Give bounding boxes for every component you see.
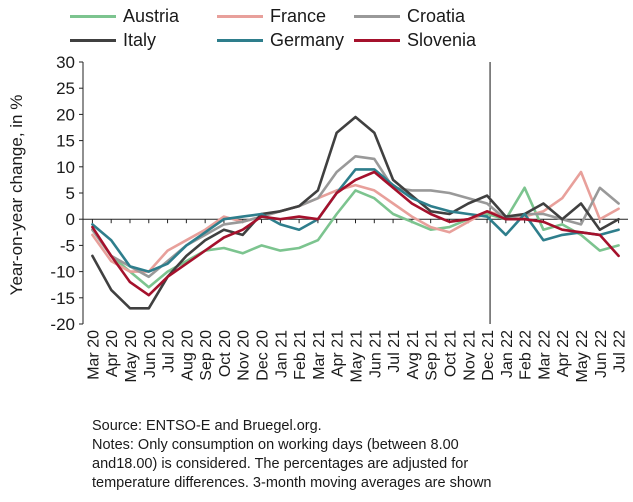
y-tick-label: 0 bbox=[66, 210, 75, 229]
x-tick-label: Jun 22 bbox=[593, 330, 610, 378]
x-tick-label: Feb 21 bbox=[292, 330, 309, 380]
notes-line-1: Notes: Only consumption on working days … bbox=[92, 437, 459, 453]
legend-swatch-slovenia bbox=[354, 38, 400, 42]
x-tick-label: May 22 bbox=[574, 330, 591, 383]
x-tick-label: Avg 21 bbox=[405, 330, 422, 380]
chart-notes: Source: ENTSO-E and Bruegel.org. Notes: … bbox=[92, 417, 627, 493]
y-tick-label: -20 bbox=[50, 315, 75, 334]
x-tick-label: Jul 20 bbox=[161, 330, 178, 373]
x-tick-label: May 20 bbox=[123, 330, 140, 383]
y-tick-label: 30 bbox=[56, 53, 75, 72]
legend-swatch-germany bbox=[217, 38, 263, 42]
legend-label-slovenia: Slovenia bbox=[407, 30, 477, 50]
legend: Austria France Croatia Italy Germany Slo… bbox=[0, 0, 633, 60]
legend-swatch-italy bbox=[70, 38, 116, 42]
x-tick-label: Nov 21 bbox=[461, 330, 478, 381]
x-tick-label: Jul 22 bbox=[612, 330, 629, 373]
legend-swatch-croatia bbox=[354, 14, 400, 18]
series-line-slovenia bbox=[91, 170, 620, 297]
x-tick-label: Oct 21 bbox=[442, 330, 459, 377]
source-note: Source: ENTSO-E and Bruegel.org. bbox=[92, 418, 322, 434]
legend-item-germany: Germany bbox=[217, 27, 344, 53]
y-tick-label: 20 bbox=[56, 105, 75, 124]
x-tick-label: Apr 20 bbox=[104, 330, 121, 377]
legend-label-croatia: Croatia bbox=[407, 6, 466, 26]
legend-item-france: France bbox=[217, 3, 326, 29]
legend-item-croatia: Croatia bbox=[354, 3, 465, 29]
x-tick-label: Sep 20 bbox=[198, 330, 215, 381]
notes-line-2: and18.00) is considered. The percentages… bbox=[92, 456, 469, 472]
y-tick-label: 15 bbox=[56, 132, 75, 151]
y-axis-label: Year-on-year change, in % bbox=[7, 95, 26, 296]
x-tick-label: Jan 22 bbox=[499, 330, 516, 378]
x-tick-label: Apr 22 bbox=[555, 330, 572, 377]
x-tick-label: Mar 22 bbox=[536, 330, 553, 380]
legend-item-austria: Austria bbox=[70, 3, 179, 29]
x-tick-label: Mar 20 bbox=[85, 330, 102, 380]
x-tick-label: Dec 21 bbox=[480, 330, 497, 381]
x-tick-label: Nov 20 bbox=[236, 330, 253, 381]
x-tick-label: Dec 20 bbox=[255, 330, 272, 381]
series-line-germany bbox=[91, 168, 620, 273]
y-tick-label: -10 bbox=[50, 263, 75, 282]
legend-item-italy: Italy bbox=[70, 27, 156, 53]
legend-swatch-austria bbox=[70, 14, 116, 18]
legend-label-austria: Austria bbox=[123, 6, 180, 26]
x-tick-label: Jun 20 bbox=[142, 330, 159, 378]
x-tick-label: Mar 21 bbox=[311, 330, 328, 380]
x-tick-label: Aug 20 bbox=[179, 330, 196, 381]
x-tick-label: Sep 21 bbox=[424, 330, 441, 381]
x-tick-label: Oct 20 bbox=[217, 330, 234, 377]
legend-label-germany: Germany bbox=[270, 30, 345, 50]
legend-label-france: France bbox=[270, 6, 327, 26]
y-tick-label: -15 bbox=[50, 289, 75, 308]
notes-line-3: temperature differences. 3-month moving … bbox=[92, 475, 492, 491]
legend-item-slovenia: Slovenia bbox=[354, 27, 476, 53]
y-tick-label: 10 bbox=[56, 158, 75, 177]
x-tick-label: Feb 22 bbox=[518, 330, 535, 380]
legend-swatch-france bbox=[217, 14, 263, 18]
x-tick-label: Jan 21 bbox=[273, 330, 290, 378]
legend-label-italy: Italy bbox=[123, 30, 157, 50]
x-tick-label: Apr 21 bbox=[330, 330, 347, 377]
line-chart: Year-on-year change, in % 30 25 20 15 10 5 0 -5… bbox=[7, 53, 629, 382]
x-tick-label: Jul 21 bbox=[386, 330, 403, 373]
series-line-italy bbox=[91, 115, 620, 310]
x-tick-label: Jun 21 bbox=[367, 330, 384, 378]
y-tick-label: 25 bbox=[56, 79, 75, 98]
y-tick-label: -5 bbox=[60, 236, 75, 255]
y-tick-label: 5 bbox=[66, 184, 75, 203]
x-tick-label: May 21 bbox=[349, 330, 366, 383]
